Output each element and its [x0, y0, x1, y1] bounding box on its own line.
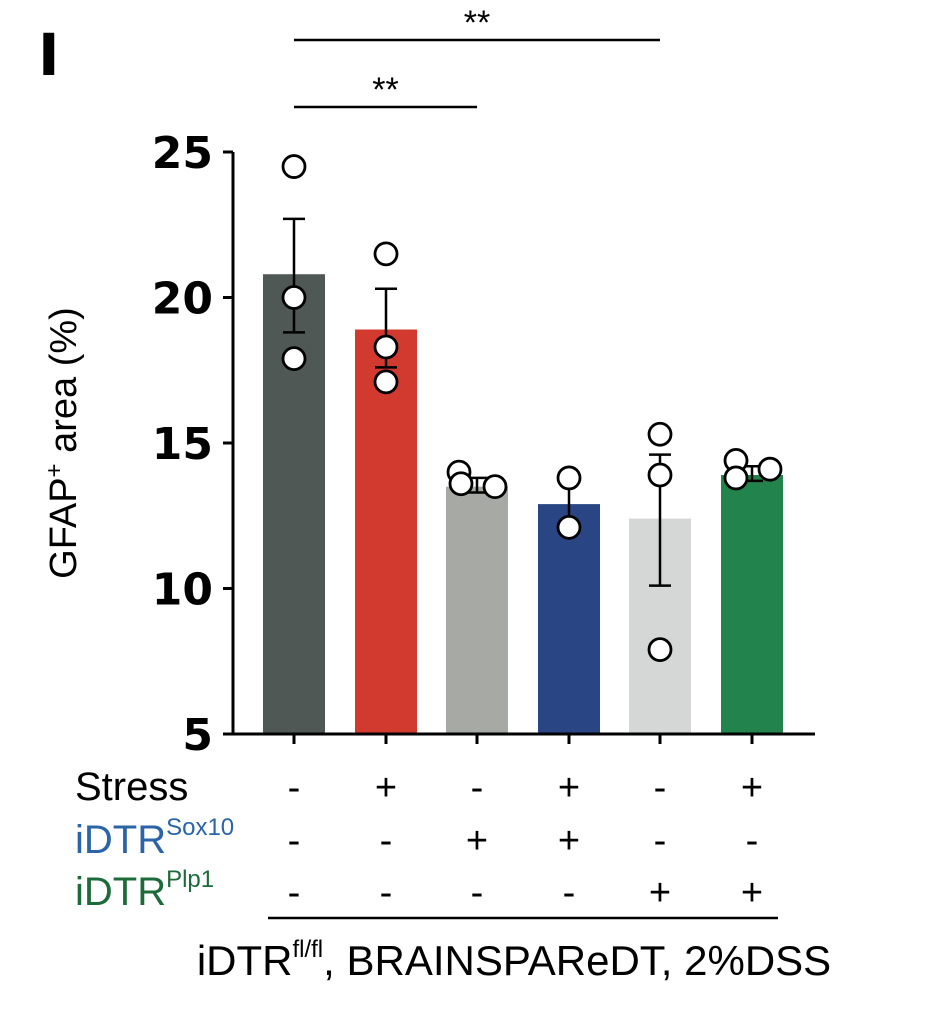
design-sign: + [558, 820, 580, 862]
significance-label: ** [372, 71, 398, 109]
data-point [757, 456, 783, 482]
data-point [373, 334, 399, 360]
data-point [723, 465, 749, 491]
data-point [373, 369, 399, 395]
design-sign: - [471, 872, 484, 914]
design-sign: + [741, 872, 763, 914]
design-sign: + [649, 872, 671, 914]
design-sign: - [563, 872, 576, 914]
design-table: Stress - + - + - + iDTRSox10 - - + + - - iDTRPlp1 - - - - +… [75, 765, 763, 914]
design-sign: - [654, 820, 667, 862]
y-tick-label: 5 [182, 710, 213, 761]
bar-1 [263, 274, 325, 734]
data-point [556, 514, 582, 540]
y-tick-label: 25 [152, 128, 213, 179]
data-point [448, 471, 474, 497]
design-sign: - [746, 820, 759, 862]
data-point [647, 637, 673, 663]
y-tick-label: 20 [152, 274, 213, 325]
data-point [647, 462, 673, 488]
design-sign: - [380, 872, 393, 914]
design-sign: + [741, 767, 763, 809]
significance-label: ** [464, 4, 490, 42]
data-point [281, 346, 307, 372]
data-point [556, 465, 582, 491]
data-point [482, 474, 508, 500]
y-tick-label: 15 [152, 419, 213, 470]
design-row-label: iDTRPlp1 [75, 866, 214, 914]
design-row-label: iDTRSox10 [75, 814, 234, 862]
y-tick-label: 10 [152, 565, 213, 616]
bar-6 [721, 475, 783, 734]
design-sign: + [558, 767, 580, 809]
design-sign: - [288, 820, 301, 862]
bar-2 [355, 329, 417, 734]
data-points [281, 154, 783, 663]
data-point [373, 241, 399, 267]
design-sign: - [288, 872, 301, 914]
panel-label: I [38, 21, 60, 89]
footnote: iDTRfl/fl, BRAINSPAReDT, 2%DSS [197, 936, 831, 984]
design-sign: + [375, 767, 397, 809]
bars [263, 274, 783, 734]
y-axis-label: GFAP+ area (%) [41, 307, 85, 579]
x-axis-ticks [292, 734, 754, 744]
design-sign: - [654, 767, 667, 809]
data-point [647, 421, 673, 447]
y-axis-ticks: 5 10 15 20 25 [152, 128, 233, 761]
bar-4 [538, 504, 600, 734]
data-point [281, 154, 307, 179]
data-point [281, 285, 307, 310]
design-sign: + [466, 820, 488, 862]
design-sign: - [288, 767, 301, 809]
design-sign: - [471, 767, 484, 809]
bar-3 [446, 486, 508, 734]
design-sign: - [380, 820, 393, 862]
significance-brackets: ** ** [294, 4, 660, 109]
design-row-label: Stress [75, 765, 188, 809]
